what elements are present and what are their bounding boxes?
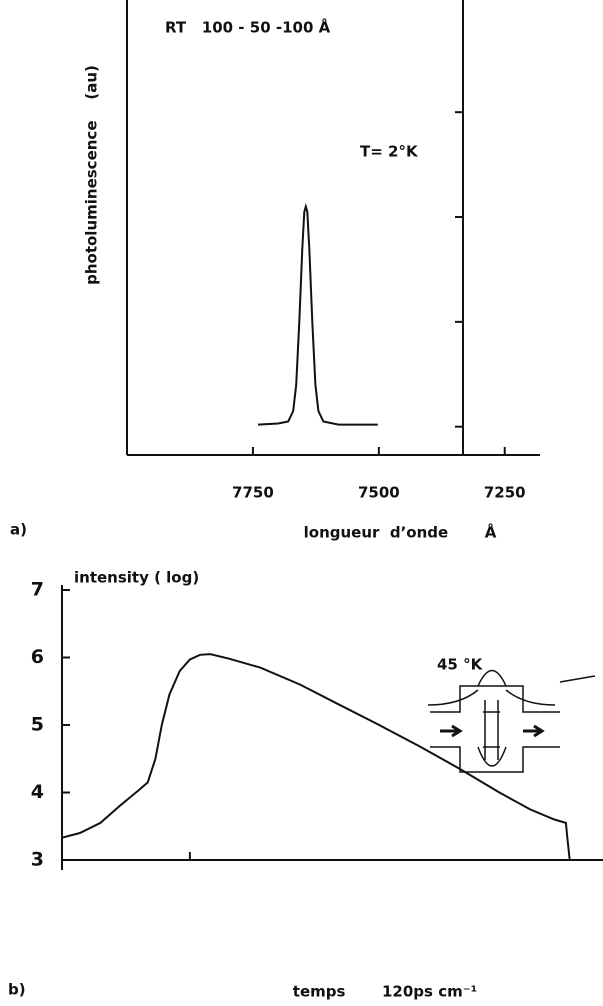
x-axis-label: temps 120ps cm⁻¹ bbox=[293, 983, 477, 1001]
y-tick-label: 7 bbox=[31, 579, 44, 601]
panel-label: a) bbox=[10, 521, 27, 539]
y-tick-label: 4 bbox=[31, 781, 44, 803]
line bbox=[257, 202, 378, 426]
annotation: RT 100 - 50 -100 Å bbox=[165, 18, 331, 37]
y-axis-label: intensity ( log) bbox=[74, 569, 199, 587]
band-diagram bbox=[427, 669, 596, 773]
panel-label: b) bbox=[8, 981, 26, 999]
annotation: 45 °K bbox=[437, 656, 484, 674]
y-tick-label: 5 bbox=[31, 714, 44, 736]
x-tick-label: 7250 bbox=[484, 484, 526, 502]
x-tick-label: 7750 bbox=[232, 484, 274, 502]
y-tick-label: 3 bbox=[31, 849, 44, 871]
x-tick-label: 7500 bbox=[358, 484, 400, 502]
x-axis-label: longueur d’onde Å bbox=[304, 523, 497, 542]
line bbox=[61, 653, 571, 861]
annotation: T= 2°K bbox=[360, 143, 419, 161]
y-axis-label: photoluminescence (au) bbox=[83, 65, 101, 285]
y-tick-label: 6 bbox=[31, 646, 44, 668]
